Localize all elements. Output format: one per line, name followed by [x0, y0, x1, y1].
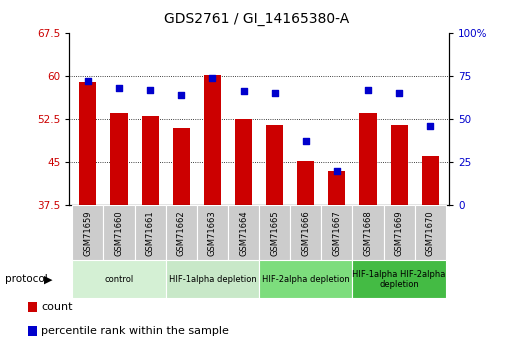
Text: GSM71668: GSM71668	[364, 210, 372, 256]
Bar	[259, 205, 290, 260]
Text: HIF-2alpha depletion: HIF-2alpha depletion	[262, 275, 350, 284]
Bar	[173, 128, 190, 205]
Text: GSM71669: GSM71669	[394, 210, 404, 256]
Point	[333, 168, 341, 174]
Text: GSM71664: GSM71664	[239, 210, 248, 256]
Bar	[352, 205, 384, 260]
Text: percentile rank within the sample: percentile rank within the sample	[41, 326, 229, 336]
Text: GSM71663: GSM71663	[208, 210, 217, 256]
Text: protocol: protocol	[5, 275, 48, 284]
Bar	[390, 125, 408, 205]
Point	[146, 87, 154, 92]
Bar	[235, 119, 252, 205]
Point	[177, 92, 185, 98]
Bar	[422, 156, 439, 205]
Text: GSM71661: GSM71661	[146, 210, 154, 256]
Text: GSM71670: GSM71670	[426, 210, 435, 256]
Point	[395, 90, 403, 96]
Bar	[228, 205, 259, 260]
Bar	[297, 161, 314, 205]
Text: HIF-1alpha HIF-2alpha
depletion: HIF-1alpha HIF-2alpha depletion	[352, 270, 446, 289]
Bar	[321, 205, 352, 260]
Bar	[197, 205, 228, 260]
Bar	[166, 260, 259, 298]
Point	[84, 78, 92, 84]
Bar	[290, 205, 321, 260]
Text: HIF-1alpha depletion: HIF-1alpha depletion	[168, 275, 256, 284]
Text: GSM71662: GSM71662	[177, 210, 186, 256]
Bar	[328, 171, 345, 205]
Bar	[259, 260, 352, 298]
Point	[115, 85, 123, 91]
Bar	[72, 260, 166, 298]
Point	[364, 87, 372, 92]
Bar	[266, 125, 283, 205]
Text: GSM71666: GSM71666	[301, 210, 310, 256]
Bar	[166, 205, 197, 260]
Bar	[352, 260, 446, 298]
Text: control: control	[105, 275, 134, 284]
Bar	[72, 205, 104, 260]
Point	[270, 90, 279, 96]
Point	[426, 123, 435, 129]
Text: ▶: ▶	[44, 275, 52, 284]
Text: GSM71660: GSM71660	[114, 210, 124, 256]
Text: GSM71665: GSM71665	[270, 210, 279, 256]
Bar	[110, 113, 128, 205]
Bar	[384, 205, 415, 260]
Text: count: count	[41, 302, 72, 312]
Bar	[104, 205, 134, 260]
Point	[208, 75, 216, 80]
Text: GDS2761 / GI_14165380-A: GDS2761 / GI_14165380-A	[164, 12, 349, 26]
Bar	[80, 82, 96, 205]
Point	[240, 89, 248, 94]
Bar	[415, 205, 446, 260]
Bar	[204, 75, 221, 205]
Point	[302, 139, 310, 144]
Text: GSM71667: GSM71667	[332, 210, 341, 256]
Bar	[142, 116, 159, 205]
Text: GSM71659: GSM71659	[84, 210, 92, 256]
Bar	[134, 205, 166, 260]
Bar	[360, 113, 377, 205]
